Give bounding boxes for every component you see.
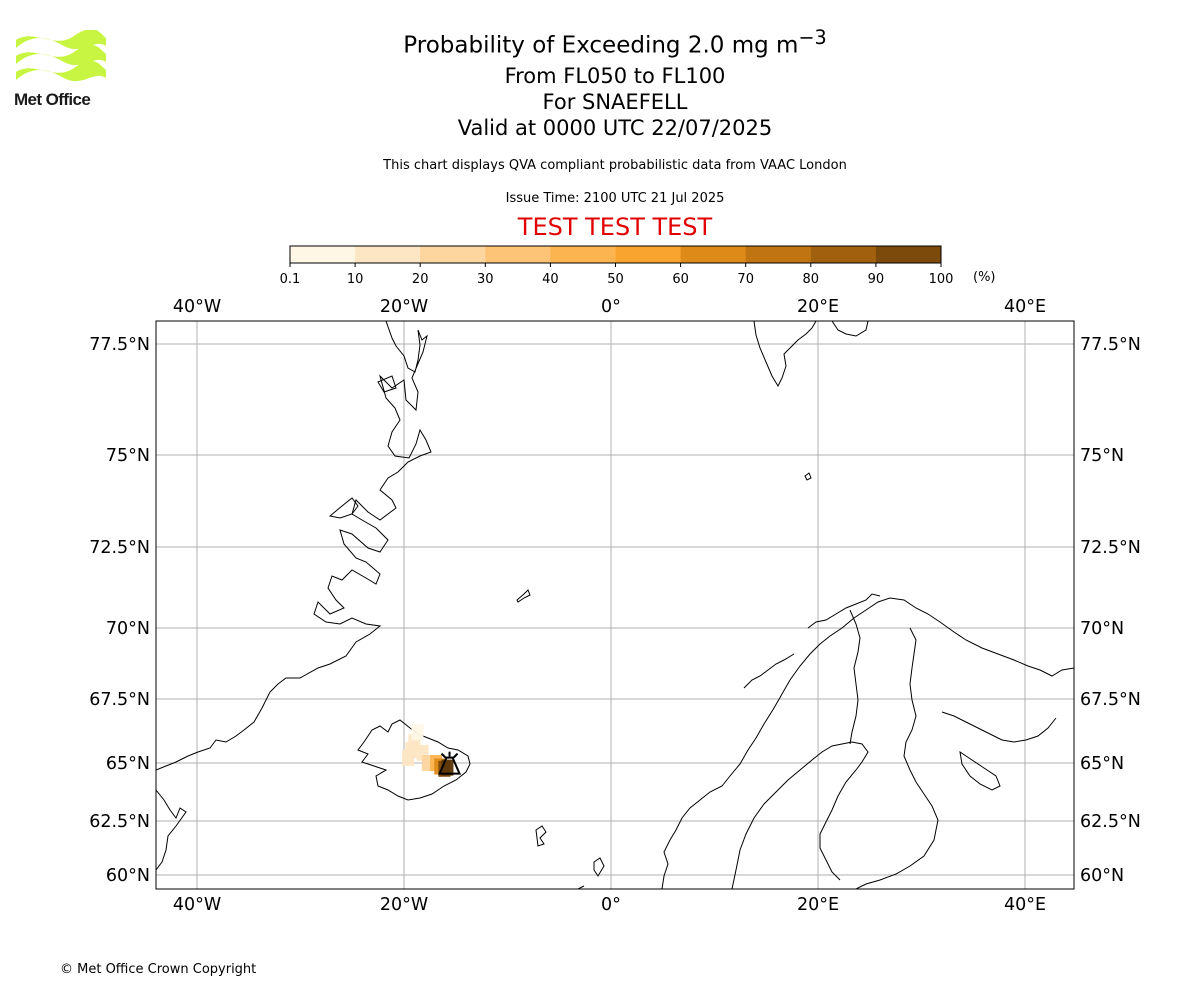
volcano-triangle: [438, 756, 462, 775]
top-longitude-label: 0°: [601, 297, 621, 317]
map-frame: [155, 320, 1075, 890]
logo-text: Met Office: [14, 90, 91, 109]
left-latitude-label: 77.5°N: [89, 335, 150, 355]
colorbar-unit: (%): [973, 270, 996, 285]
colorbar-tick-label: 60: [672, 272, 689, 287]
colorbar-segment: [290, 246, 356, 263]
scandinavia-coastline: [661, 597, 1074, 889]
map-background: [156, 321, 1074, 889]
ash-probability-field: [402, 724, 462, 777]
colorbar-tick-label: 20: [412, 272, 429, 287]
right-latitude-label: 62.5°N: [1080, 812, 1141, 832]
greenland-coastline: [156, 321, 432, 771]
plume-cell: [411, 724, 424, 741]
iceland-coastline: [357, 719, 471, 801]
graticule: [156, 321, 1074, 889]
volcano-plume-mark: [452, 752, 459, 759]
jan-mayen-coastline: [516, 589, 531, 603]
colorbar-tick-label: 90: [868, 272, 885, 287]
colorbar-segment: [355, 246, 421, 263]
bottom-longitude-label: 20°W: [380, 895, 428, 915]
chart-subtitle: This chart displays QVA compliant probab…: [383, 158, 847, 173]
met-office-waves-icon: [16, 28, 106, 82]
colorbar-segment: [485, 246, 551, 263]
top-longitude-label: 40°E: [1004, 297, 1046, 317]
right-latitude-label: 65°N: [1080, 754, 1124, 774]
volcano-marker-icon: [438, 751, 462, 775]
title-superscript: −3: [798, 26, 827, 49]
left-latitude-label: 70°N: [106, 619, 150, 639]
bottom-longitude-label: 20°E: [797, 895, 839, 915]
top-longitude-label: 20°W: [380, 297, 428, 317]
coastlines: [156, 321, 1074, 889]
colorbar-tick-label: 80: [803, 272, 820, 287]
bottom-longitude-label: 0°: [601, 895, 621, 915]
colorbar-tick-label: 30: [477, 272, 494, 287]
svalbard-coastline: [753, 321, 817, 388]
valid-time: Valid at 0000 UTC 22/07/2025: [457, 116, 773, 140]
left-latitude-label: 72.5°N: [89, 538, 150, 558]
colorbar-tick-label: 0.1: [280, 272, 301, 287]
issue-time: Issue Time: 2100 UTC 21 Jul 2025: [505, 191, 725, 206]
colorbar-segment: [615, 246, 682, 263]
colorbar-tick-label: 100: [929, 272, 954, 287]
colorbar-segment: [875, 246, 942, 263]
left-latitude-label: 67.5°N: [89, 690, 150, 710]
colorbar-segment: [680, 246, 747, 263]
right-latitude-label: 77.5°N: [1080, 335, 1141, 355]
plume-cell: [402, 749, 415, 766]
faroe-coastline: [535, 825, 547, 847]
test-banner: TEST TEST TEST: [517, 213, 713, 241]
baltic-coastline: [731, 741, 869, 889]
right-latitude-label: 75°N: [1080, 446, 1124, 466]
colorbar-segment: [810, 246, 877, 263]
left-latitude-label: 75°N: [106, 446, 150, 466]
met-office-logo: Met Office: [14, 28, 109, 112]
chart-title: Probability of Exceeding 2.0 mg m−3: [403, 26, 827, 59]
colorbar-segment: [550, 246, 616, 263]
bottom-longitude-label: 40°E: [1004, 895, 1046, 915]
volcano-name: For SNAEFELL: [542, 90, 688, 114]
flight-level-range: From FL050 to FL100: [504, 64, 726, 88]
left-latitude-label: 60°N: [106, 866, 150, 886]
colorbar-tick-label: 70: [737, 272, 754, 287]
copyright-text: © Met Office Crown Copyright: [60, 962, 257, 977]
left-latitude-label: 65°N: [106, 754, 150, 774]
right-latitude-label: 72.5°N: [1080, 538, 1141, 558]
volcano-plume-mark: [440, 752, 447, 759]
left-latitude-label: 62.5°N: [89, 812, 150, 832]
colorbar-tick-label: 40: [542, 272, 559, 287]
colorbar-tick-label: 10: [347, 272, 364, 287]
colorbar-tick-label: 50: [607, 272, 624, 287]
right-latitude-label: 67.5°N: [1080, 690, 1141, 710]
right-latitude-label: 60°N: [1080, 866, 1124, 886]
top-longitude-label: 20°E: [797, 297, 839, 317]
colorbar-segment: [420, 246, 486, 263]
right-latitude-label: 70°N: [1080, 619, 1124, 639]
colorbar: 0.1 10 20 30 40 50 60 70 80 90 100: [280, 245, 954, 287]
bottom-longitude-label: 40°W: [173, 895, 221, 915]
axis-labels: 40°W 40°W 20°W 20°W 0° 0° 20°E 20°E 40°E 40°E 77.5…: [89, 297, 1141, 915]
colorbar-segment: [745, 246, 812, 263]
top-longitude-label: 40°W: [173, 297, 221, 317]
